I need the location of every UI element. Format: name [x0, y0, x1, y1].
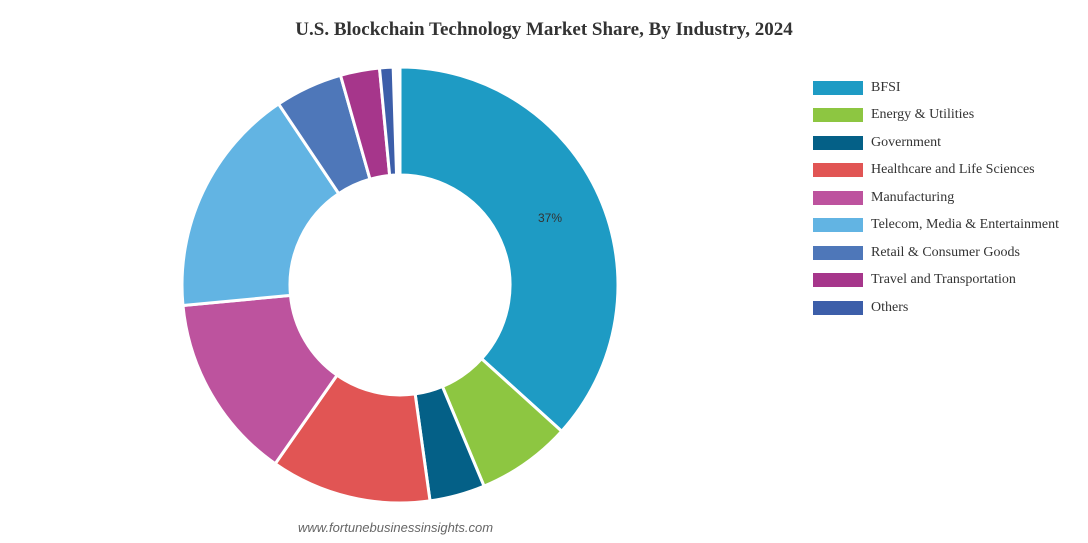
legend: BFSI Energy & Utilities Government Healt…: [813, 74, 1059, 322]
slice-telecom-media-entertainment[interactable]: [180, 101, 341, 308]
legend-item-travel[interactable]: Travel and Transportation: [813, 267, 1059, 295]
legend-item-retail[interactable]: Retail & Consumer Goods: [813, 239, 1059, 267]
legend-swatch: [813, 300, 863, 315]
legend-item-bfsi[interactable]: BFSI: [813, 74, 1059, 102]
legend-swatch: [813, 245, 863, 260]
legend-item-healthcare[interactable]: Healthcare and Life Sciences: [813, 157, 1059, 185]
source-url: www.fortunebusinessinsights.com: [298, 520, 494, 535]
legend-swatch: [813, 273, 863, 288]
legend-swatch: [813, 163, 863, 178]
legend-swatch: [813, 135, 863, 150]
legend-item-government[interactable]: Government: [813, 129, 1059, 157]
legend-swatch: [813, 218, 863, 233]
legend-item-telecom[interactable]: Telecom, Media & Entertainment: [813, 212, 1059, 240]
legend-swatch: [813, 190, 863, 205]
legend-item-energy-utilities[interactable]: Energy & Utilities: [813, 102, 1059, 130]
slice-others[interactable]: [377, 65, 399, 178]
legend-item-manufacturing[interactable]: Manufacturing: [813, 184, 1059, 212]
bfsi-data-label: 37%: [538, 211, 562, 225]
legend-item-others[interactable]: Others: [813, 294, 1059, 322]
slice-bfsi[interactable]: [398, 65, 620, 434]
chart-title: U.S. Blockchain Technology Market Share,…: [295, 19, 793, 40]
legend-swatch: [813, 108, 863, 123]
slice-manufacturing[interactable]: [181, 293, 340, 466]
legend-swatch: [813, 80, 863, 95]
donut-slices: [180, 65, 620, 505]
